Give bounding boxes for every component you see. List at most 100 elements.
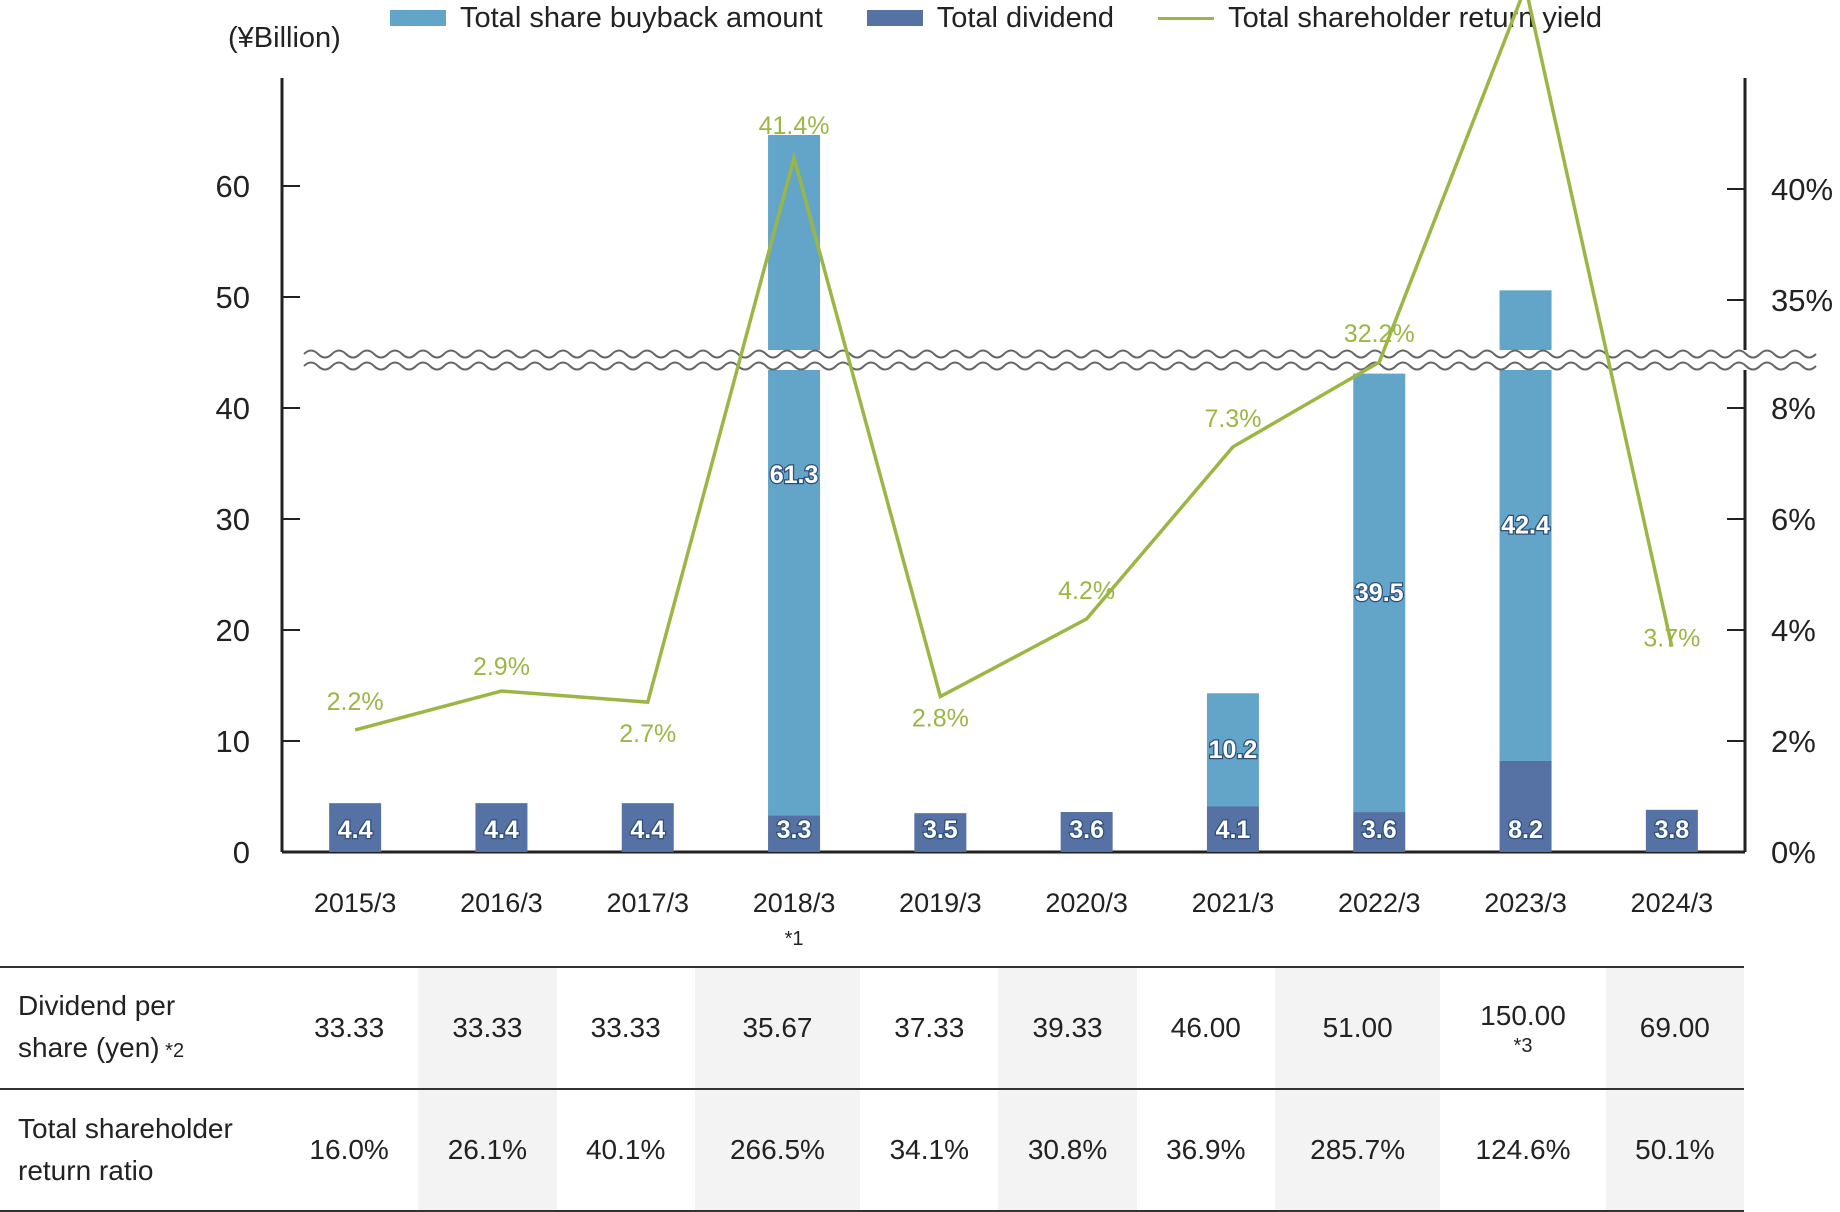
cell-value: 150.00 bbox=[1480, 1000, 1566, 1031]
table-cell: 46.00 bbox=[1136, 966, 1275, 1090]
category-label: 2016/3 bbox=[460, 888, 543, 918]
right-tick-label: 4% bbox=[1771, 613, 1816, 648]
dividend-value-label: 3.8 bbox=[1654, 816, 1689, 844]
yield-data-label: 7.3% bbox=[1204, 405, 1261, 433]
category-label: 2023/3 bbox=[1484, 888, 1567, 918]
buyback-value-label: 10.2 bbox=[1209, 736, 1258, 764]
yield-data-label: 2.8% bbox=[912, 705, 969, 733]
buyback-value-label: 61.3 bbox=[770, 461, 819, 489]
table-cell: 37.33 bbox=[860, 966, 999, 1090]
dividend-bar bbox=[1645, 809, 1698, 852]
row-header-line: Total shareholder bbox=[18, 1113, 233, 1144]
cell-value: 46.00 bbox=[1170, 1012, 1241, 1043]
row-header: Total shareholder return ratio bbox=[0, 1089, 280, 1212]
table-cell: 35.67 bbox=[694, 966, 861, 1090]
legend-label-dividend: Total dividend bbox=[936, 1, 1115, 34]
table-cell: 69.00 bbox=[1605, 966, 1744, 1090]
cell-value: 33.33 bbox=[452, 1012, 523, 1043]
category-note: *1 bbox=[785, 928, 804, 950]
left-tick-label: 60 bbox=[216, 169, 250, 204]
table-row: Total shareholder return ratio 16.0% 26.1% 4… bbox=[0, 1089, 1744, 1212]
legend-label-buyback: Total share buyback amount bbox=[460, 1, 823, 34]
buyback-value-label: 42.4 bbox=[1501, 512, 1550, 540]
cell-value: 37.33 bbox=[894, 1012, 965, 1043]
cell-value: 40.1% bbox=[585, 1134, 666, 1165]
yield-data-label: 4.2% bbox=[1058, 577, 1115, 605]
table-cell: 34.1% bbox=[860, 1089, 999, 1212]
left-axis-unit: (¥Billion) bbox=[228, 22, 341, 54]
cell-value: 16.0% bbox=[309, 1134, 389, 1165]
table-cell: 124.6% bbox=[1440, 1089, 1606, 1212]
dividend-bar bbox=[1499, 760, 1552, 852]
yield-data-label: 2.9% bbox=[473, 653, 530, 681]
cell-value: 36.9% bbox=[1166, 1134, 1246, 1165]
left-tick-label: 40 bbox=[216, 391, 250, 426]
dividend-bar bbox=[914, 813, 967, 852]
table-cell: 285.7% bbox=[1274, 1089, 1441, 1212]
dividend-value-label: 3.6 bbox=[1362, 816, 1397, 844]
yield-line bbox=[354, 0, 1674, 732]
cell-note: *3 bbox=[1513, 1035, 1533, 1057]
dividend-bar bbox=[1060, 812, 1113, 852]
row-header-line: return ratio bbox=[18, 1155, 154, 1186]
legend-swatch-yield bbox=[1158, 16, 1215, 20]
dividend-bar bbox=[768, 815, 821, 852]
left-tick-label: 20 bbox=[216, 613, 250, 648]
row-header: Dividend per share (yen) *2 bbox=[0, 966, 280, 1090]
dividend-bar bbox=[1353, 812, 1406, 852]
dividend-value-label: 3.6 bbox=[1069, 816, 1104, 844]
yield-data-label: 41.4% bbox=[759, 112, 830, 140]
left-tick-label: 10 bbox=[216, 724, 250, 759]
left-tick-label: 30 bbox=[216, 502, 250, 537]
right-tick-label: 35% bbox=[1771, 283, 1833, 318]
chart-legend: Total share buyback amount Total dividen… bbox=[390, 0, 1646, 36]
buyback-bar bbox=[768, 134, 821, 816]
cell-value: 33.33 bbox=[590, 1012, 661, 1043]
legend-swatch-dividend bbox=[866, 10, 923, 26]
dividend-value-label: 4.4 bbox=[338, 816, 373, 844]
shareholder-return-chart: 01020304050600%2%4%6%8%35%40%50%2.2%2.9%… bbox=[216, 0, 1833, 950]
axis-break-wave bbox=[303, 361, 1817, 371]
dividend-value-label: 4.4 bbox=[484, 816, 519, 844]
axis-break-wave bbox=[303, 349, 1817, 359]
right-tick-label: 0% bbox=[1771, 835, 1816, 870]
cell-value: 124.6% bbox=[1475, 1134, 1571, 1165]
category-label: 2019/3 bbox=[899, 888, 982, 918]
legend-label-yield: Total shareholder return yield bbox=[1228, 1, 1603, 34]
table-cell: 266.5% bbox=[694, 1089, 861, 1212]
category-label: 2022/3 bbox=[1338, 888, 1421, 918]
legend-item-dividend: Total dividend bbox=[866, 1, 1115, 35]
legend-swatch-buyback bbox=[390, 10, 446, 26]
table-cell: 33.33 bbox=[418, 966, 557, 1090]
category-label: 2015/3 bbox=[314, 888, 397, 918]
category-label: 2017/3 bbox=[606, 888, 689, 918]
dividend-bar bbox=[475, 803, 528, 852]
cell-value: 266.5% bbox=[729, 1134, 825, 1165]
yield-data-label: 2.7% bbox=[619, 720, 676, 748]
dividend-value-label: 3.5 bbox=[923, 816, 958, 844]
yield-data-label: 3.7% bbox=[1643, 625, 1700, 653]
dividend-value-label: 3.3 bbox=[777, 816, 812, 844]
cell-value: 30.8% bbox=[1027, 1134, 1108, 1165]
data-table: Dividend per share (yen) *2 33.33 33.33 33.3… bbox=[0, 966, 1744, 1212]
table-cell: 26.1% bbox=[418, 1089, 557, 1212]
legend-item-yield: Total shareholder return yield bbox=[1158, 2, 1602, 35]
cell-value: 69.00 bbox=[1639, 1012, 1710, 1043]
table-row: Dividend per share (yen) *2 33.33 33.33 33.3… bbox=[0, 966, 1744, 1090]
row-header-note: *2 bbox=[159, 1039, 185, 1062]
cell-value: 34.1% bbox=[889, 1134, 969, 1165]
category-label: 2021/3 bbox=[1192, 888, 1275, 918]
dividend-value-label: 4.1 bbox=[1216, 816, 1251, 844]
table-cell: 51.00 bbox=[1274, 966, 1441, 1090]
table-cell: 150.00 *3 bbox=[1440, 966, 1606, 1090]
cell-value: 285.7% bbox=[1310, 1134, 1406, 1165]
category-label: 2018/3 bbox=[753, 888, 836, 918]
right-tick-label: 8% bbox=[1771, 391, 1816, 426]
category-label: 2024/3 bbox=[1631, 888, 1714, 918]
table-cell: 33.33 bbox=[556, 966, 695, 1090]
cell-value: 26.1% bbox=[447, 1134, 528, 1165]
dividend-value-label: 4.4 bbox=[630, 816, 665, 844]
dividend-bar bbox=[621, 803, 674, 852]
dividend-value-label: 8.2 bbox=[1508, 816, 1543, 844]
category-label: 2020/3 bbox=[1045, 888, 1128, 918]
